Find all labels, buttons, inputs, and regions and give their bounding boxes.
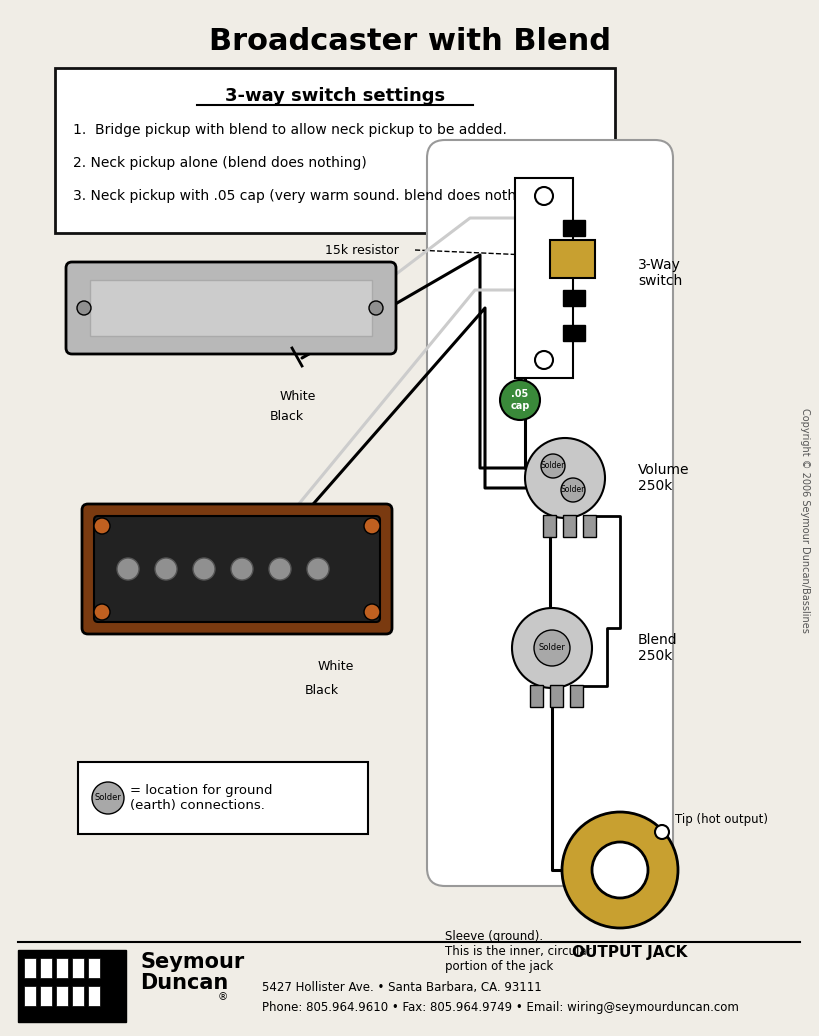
Text: Duncan: Duncan [140,973,229,992]
Text: ®: ® [218,992,229,1002]
Bar [563,515,576,537]
Text: Phone: 805.964.9610 • Fax: 805.964.9749 • Email: wiring@seymourduncan.com: Phone: 805.964.9610 • Fax: 805.964.9749 … [262,1002,739,1014]
Text: Solder: Solder [541,461,565,470]
Bar [88,986,100,1006]
Circle shape [561,478,585,502]
Bar [543,515,556,537]
Bar [24,986,36,1006]
Bar [515,178,573,378]
Text: Sleeve (ground).
This is the inner, circular
portion of the jack: Sleeve (ground). This is the inner, circ… [445,930,591,973]
Circle shape [193,558,215,580]
Text: OUTPUT JACK: OUTPUT JACK [572,945,688,959]
Bar [88,958,100,978]
FancyBboxPatch shape [82,503,392,634]
Text: 3-way switch settings: 3-way switch settings [225,87,445,105]
Bar [563,255,585,271]
Bar [90,280,372,336]
Circle shape [77,301,91,315]
Bar [40,986,52,1006]
Circle shape [512,608,592,688]
Circle shape [94,604,110,620]
Text: = location for ground
(earth) connections.: = location for ground (earth) connection… [130,784,273,812]
Text: White: White [280,390,316,403]
FancyBboxPatch shape [94,516,380,622]
Circle shape [562,812,678,928]
Text: 5427 Hollister Ave. • Santa Barbara, CA. 93111: 5427 Hollister Ave. • Santa Barbara, CA.… [262,981,541,995]
Text: .05
cap: .05 cap [510,390,530,411]
Circle shape [155,558,177,580]
Circle shape [92,782,124,814]
Text: 15k resistor: 15k resistor [325,243,399,257]
Bar [24,958,36,978]
Circle shape [535,188,553,205]
Text: Solder: Solder [94,794,121,803]
Bar [583,515,596,537]
Text: Copyright © 2006 Seymour Duncan/Basslines: Copyright © 2006 Seymour Duncan/Bassline… [800,407,810,632]
FancyBboxPatch shape [78,762,368,834]
Text: 2. Neck pickup alone (blend does nothing): 2. Neck pickup alone (blend does nothing… [73,156,367,170]
FancyBboxPatch shape [66,262,396,354]
Text: Solder: Solder [561,486,586,494]
Circle shape [117,558,139,580]
Text: 1.  Bridge pickup with blend to allow neck pickup to be added.: 1. Bridge pickup with blend to allow nec… [73,123,507,137]
Bar [56,986,68,1006]
Text: Black: Black [305,684,339,696]
Text: Tip (hot output): Tip (hot output) [675,813,768,827]
FancyBboxPatch shape [55,68,615,233]
Bar [570,685,583,707]
Circle shape [307,558,329,580]
Text: 3-Way
switch: 3-Way switch [638,258,682,288]
Bar [56,958,68,978]
Circle shape [500,380,540,420]
Text: White: White [318,660,355,672]
Circle shape [94,518,110,534]
Circle shape [655,825,669,839]
Bar [563,325,585,341]
Bar [18,950,126,1021]
Bar [563,220,585,236]
Circle shape [269,558,291,580]
Circle shape [231,558,253,580]
Bar [550,240,595,278]
Circle shape [364,518,380,534]
Text: 3. Neck pickup with .05 cap (very warm sound. blend does nothing): 3. Neck pickup with .05 cap (very warm s… [73,189,543,203]
Text: Broadcaster with Blend: Broadcaster with Blend [209,28,611,57]
Text: Seymour: Seymour [140,952,244,972]
Circle shape [535,351,553,369]
Bar [40,958,52,978]
Circle shape [364,604,380,620]
Text: Black: Black [270,409,304,423]
Text: Solder: Solder [539,643,565,653]
Bar [72,958,84,978]
Circle shape [534,630,570,666]
Text: Volume
250k: Volume 250k [638,463,690,493]
Circle shape [592,842,648,898]
Circle shape [525,438,605,518]
Bar [550,685,563,707]
Circle shape [541,454,565,478]
Circle shape [369,301,383,315]
Bar [530,685,543,707]
Bar [563,290,585,306]
Bar [72,986,84,1006]
FancyBboxPatch shape [427,140,673,886]
Text: Blend
250k: Blend 250k [638,633,677,663]
